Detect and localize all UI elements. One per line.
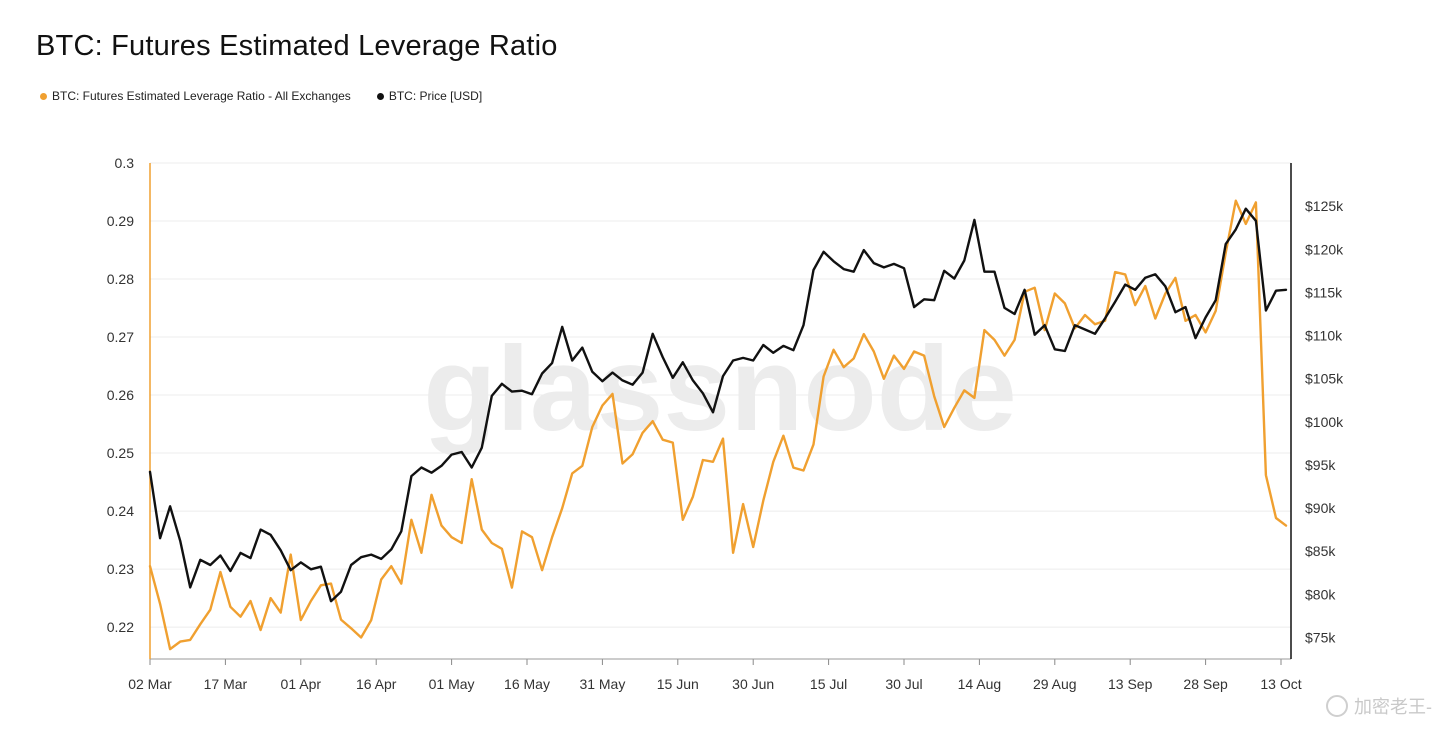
y-left-tick-label: 0.24 <box>107 503 134 519</box>
grid-lines <box>150 162 1291 628</box>
y-right-tick-label: $115k <box>1305 284 1343 300</box>
y-right-tick-label: $125k <box>1305 198 1344 214</box>
legend-dot-price <box>376 92 384 100</box>
corner-watermark: 加密老王- <box>1326 693 1432 719</box>
y-right-tick-label: $95k <box>1305 457 1336 473</box>
y-left-tick-label: 0.28 <box>107 271 134 287</box>
y-left-tick-label: 0.27 <box>107 329 134 345</box>
corner-watermark-text: 加密老王- <box>1354 697 1432 717</box>
account-logo-icon <box>1326 695 1348 717</box>
x-tick-label: 16 Apr <box>356 676 397 692</box>
x-tick-label: 31 May <box>579 676 625 692</box>
legend-dot-leverage <box>40 92 47 100</box>
y-right-tick-label: $100k <box>1305 414 1344 430</box>
x-tick-label: 29 Aug <box>1033 676 1077 692</box>
y-right-tick-label: $80k <box>1305 586 1336 602</box>
y-left-tick-label: 0.29 <box>107 213 134 229</box>
y-left-tick-label: 0.26 <box>107 387 134 403</box>
y-right-tick-label: $120k <box>1305 241 1344 257</box>
legend-item-price[interactable]: BTC: Price [USD] <box>376 89 483 103</box>
series-lines <box>148 199 1288 651</box>
y-left-tick-label: 0.3 <box>115 155 135 171</box>
chart-title: BTC: Futures Estimated Leverage Ratio <box>36 30 558 62</box>
x-tick-label: 02 Mar <box>128 676 172 692</box>
x-tick-label: 14 Aug <box>958 676 1002 692</box>
x-tick-label: 13 Sep <box>1108 676 1153 692</box>
chart-legend: BTC: Futures Estimated Leverage Ratio - … <box>40 89 482 103</box>
legend-item-leverage[interactable]: BTC: Futures Estimated Leverage Ratio - … <box>40 89 351 103</box>
series-line-leverage <box>148 199 1288 651</box>
y-right-tick-label: $75k <box>1305 629 1336 645</box>
series-line-price <box>148 207 1288 603</box>
y-left-tick-label: 0.22 <box>107 619 134 635</box>
x-tick-label: 28 Sep <box>1183 676 1228 692</box>
x-tick-label: 17 Mar <box>204 676 248 692</box>
x-tick-label: 30 Jun <box>732 676 774 692</box>
x-tick-label: 30 Jul <box>885 676 922 692</box>
y-right-tick-label: $85k <box>1305 543 1336 559</box>
y-right-tick-label: $105k <box>1305 371 1344 387</box>
x-tick-label: 01 May <box>429 676 475 692</box>
axes: 0.3 0.29 0.28 0.27 0.26 0.25 0.24 0.23 0.22 $125k… <box>107 155 1344 692</box>
x-tick-label: 13 Oct <box>1260 676 1301 692</box>
x-tick-label: 16 May <box>504 676 550 692</box>
y-left-tick-label: 0.25 <box>107 445 134 461</box>
y-left-tick-label: 0.23 <box>107 561 134 577</box>
x-tick-label: 01 Apr <box>281 676 322 692</box>
x-tick-label: 15 Jul <box>810 676 847 692</box>
legend-label-leverage: BTC: Futures Estimated Leverage Ratio - … <box>52 89 351 103</box>
legend-label-price: BTC: Price [USD] <box>388 89 483 103</box>
y-right-tick-label: $90k <box>1305 500 1336 516</box>
y-right-tick-label: $110k <box>1305 328 1343 344</box>
x-tick-label: 15 Jun <box>657 676 699 692</box>
